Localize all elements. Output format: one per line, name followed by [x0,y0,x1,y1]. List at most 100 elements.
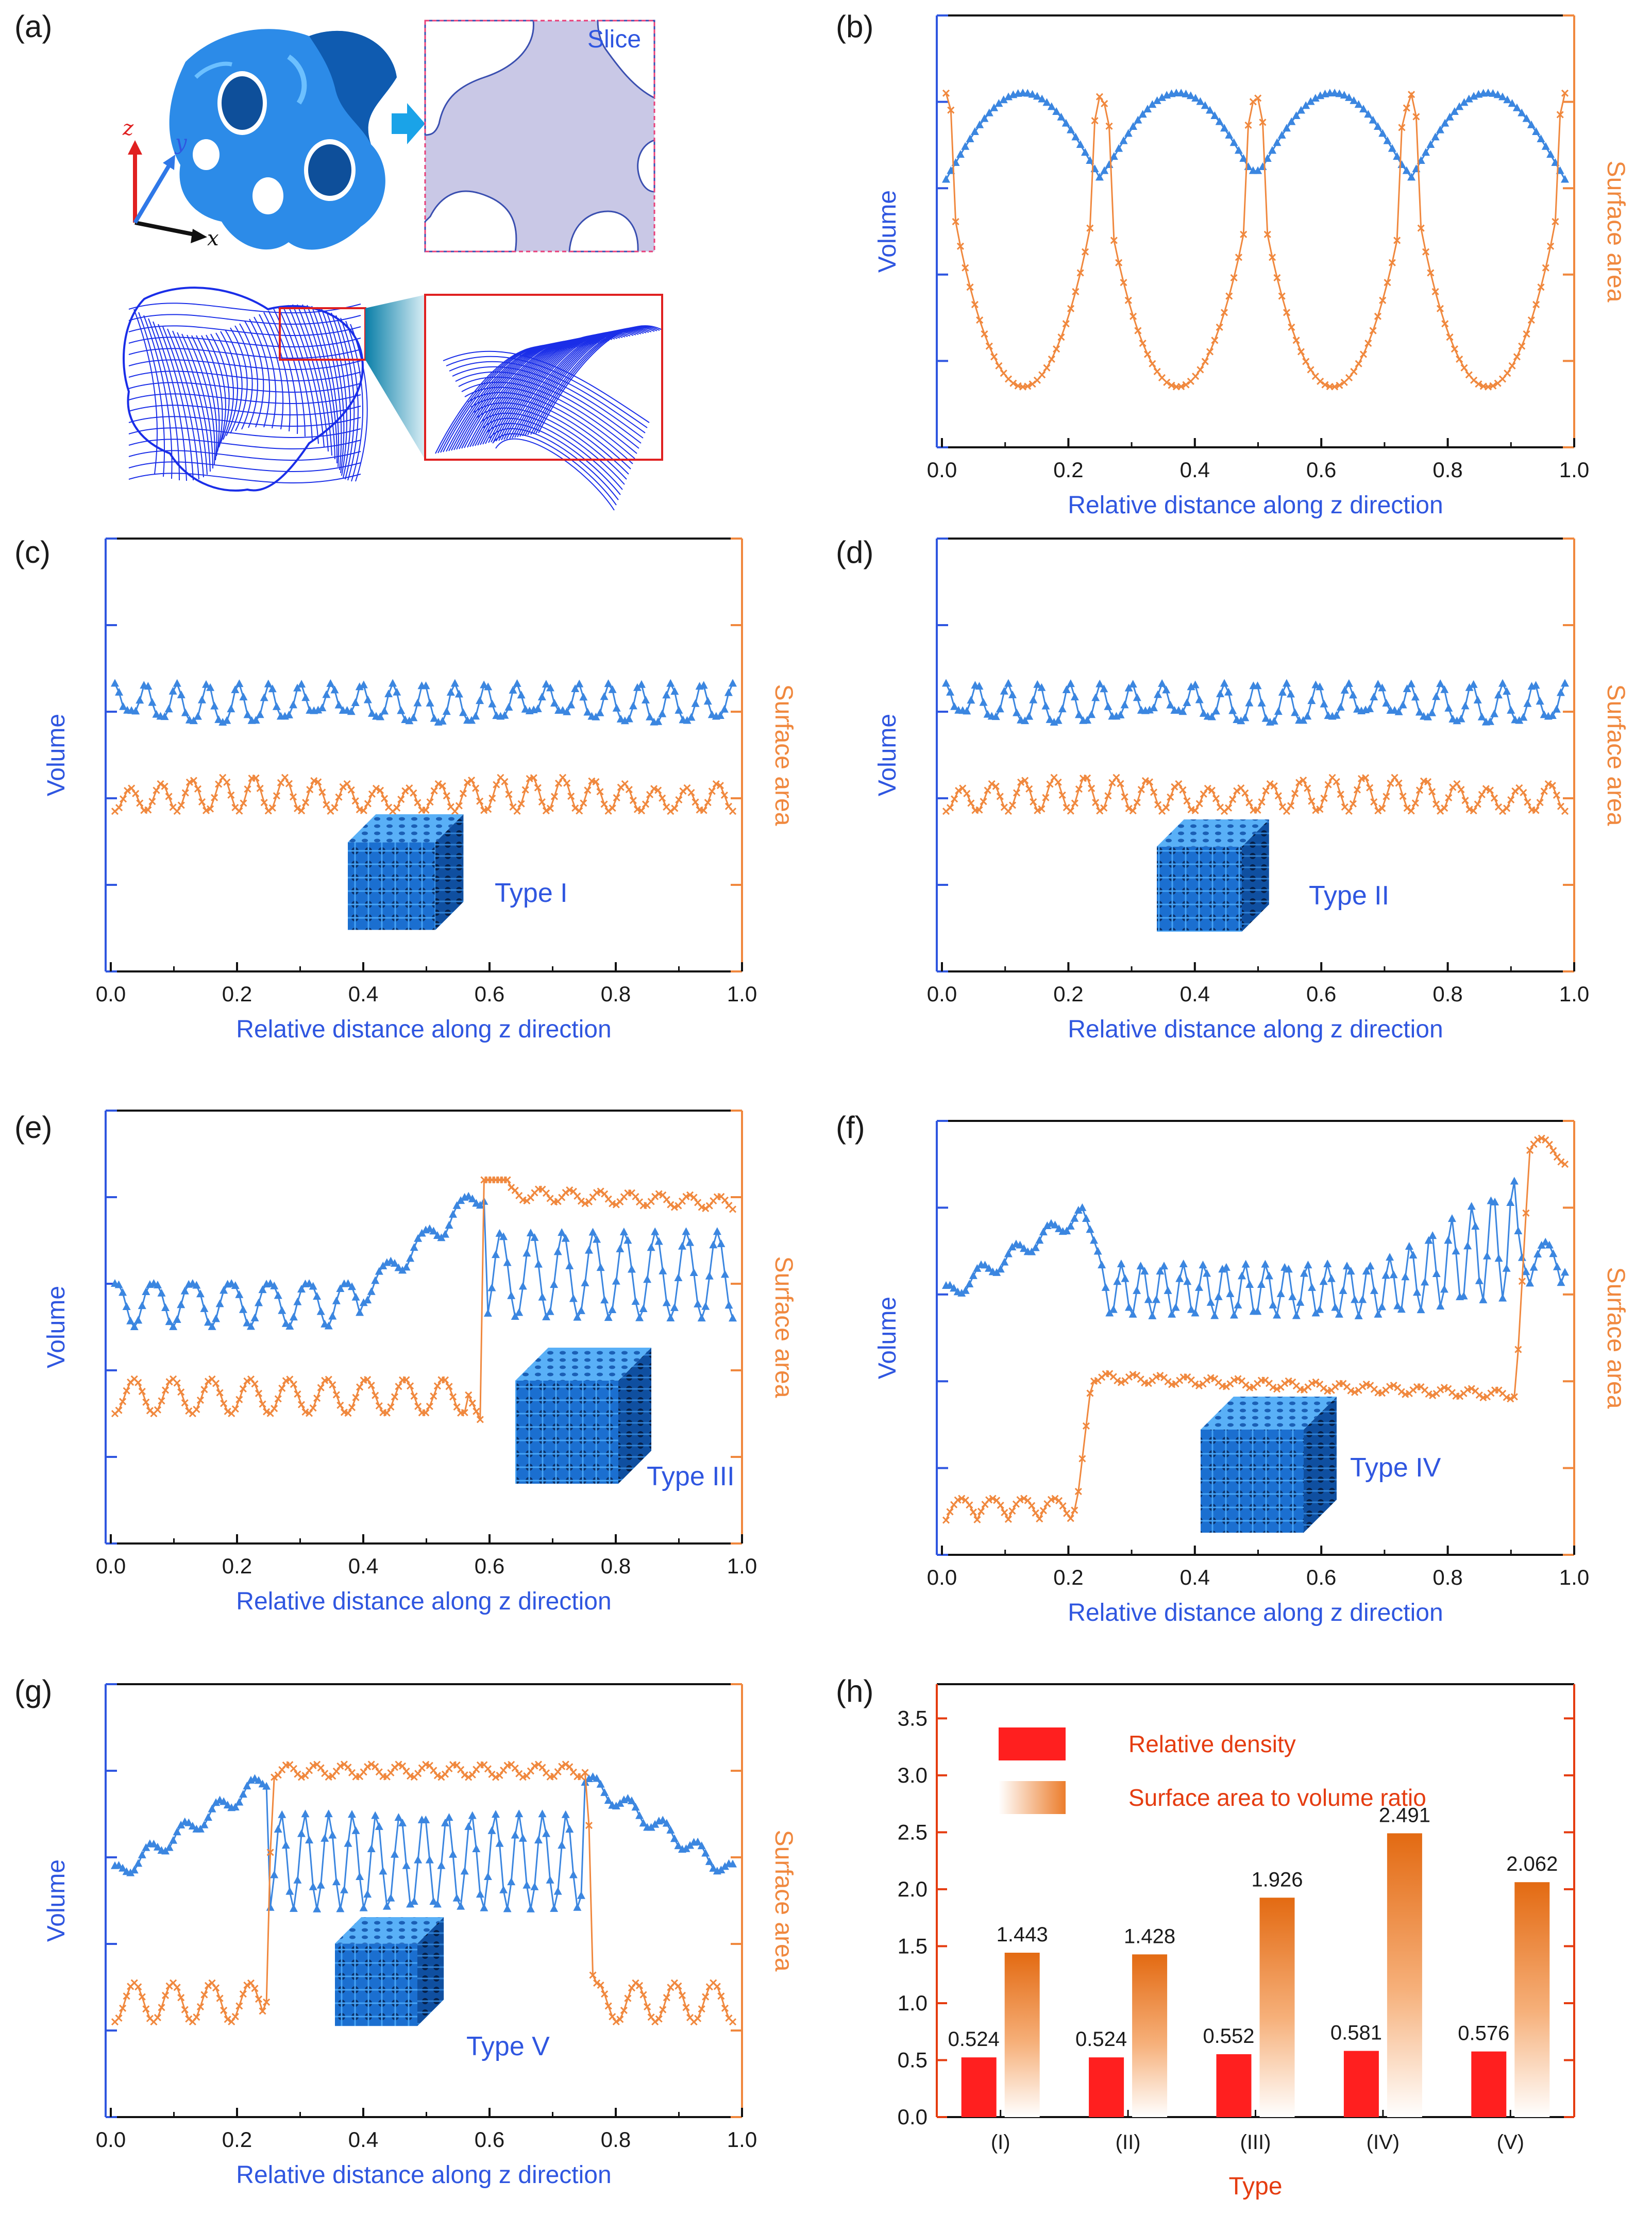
cube-top-face [515,1348,651,1381]
surface-area-point [1548,782,1556,790]
volume-point [1370,1286,1378,1294]
surface-area-point [430,787,438,795]
surface-volume-ratio-bar [1514,1882,1550,2117]
volume-point [1225,130,1234,139]
volume-point [666,679,675,687]
volume-point [1206,1298,1215,1306]
surface-area-point [1071,799,1078,807]
surface-area-point [567,792,575,800]
volume-point [950,702,959,710]
volume-point [1506,1198,1515,1206]
volume-point [379,1867,387,1875]
volume-point [468,1194,477,1202]
surface-area-point [325,1375,332,1383]
relative-density-bar [1343,2051,1379,2117]
surface-area-point [426,798,434,806]
volume-point [332,1877,341,1886]
volume-point [1159,1262,1168,1270]
volume-point [1054,716,1063,724]
volume-point [569,1294,578,1302]
volume-point [720,1862,729,1870]
volume-point [393,687,401,696]
volume-point [168,686,177,695]
relative-density-bar [961,2057,997,2117]
surface-area-point [380,795,389,802]
cube-top-face [335,1917,444,1944]
surface-area-point [1399,792,1407,800]
surface-area-point [1234,1375,1242,1383]
volume-point [1257,1280,1266,1288]
volume-point [1407,173,1416,181]
volume-point [1417,1305,1425,1314]
surface-area-point [115,804,123,812]
arrow-right-icon [392,103,425,144]
surface-area-point [1345,807,1353,815]
volume-point [1277,130,1286,139]
surface-area-point [243,1982,251,1989]
surface-area-point [290,1381,297,1388]
volume-point [1490,709,1498,717]
volume-point [1035,1236,1044,1244]
surface-area-point [433,1382,441,1390]
surface-area-point [301,1772,309,1780]
volume-point [499,1885,508,1893]
surface-area-point [231,1405,239,1413]
surface-area-point [453,1403,461,1411]
volume-point [1216,689,1224,697]
volume-point [546,1875,554,1884]
volume-point [208,1322,216,1330]
volume-point [633,683,642,691]
volume-point [596,708,604,716]
volume-point [430,714,439,722]
volume-point [1327,1274,1336,1282]
surface-area-point [958,1495,966,1502]
volume-point [180,1286,189,1295]
surface-area-point [1258,798,1266,806]
volume-point [1183,698,1191,707]
volume-point [1203,1269,1211,1277]
surface-area-point [1192,373,1200,380]
volume-point [1086,156,1094,164]
volume-point [581,1278,589,1286]
volume-point [703,697,712,705]
volume-point [1133,693,1141,701]
surface-area-point [682,2004,690,2011]
volume-point [142,1843,150,1851]
mesh-line [177,332,211,472]
volume-point [670,687,679,695]
x-tick-label: 0.2 [222,2127,252,2152]
volume-point [631,1297,640,1305]
volume-point [675,706,683,714]
volume-point [328,1312,337,1320]
volume-point [161,1303,170,1311]
volume-point [600,1788,609,1796]
volume-point [1507,706,1515,714]
cube-side-face [417,1917,444,2026]
surface-area-point [663,1994,670,2002]
zoom-mesh-line [530,327,655,435]
volume-point [546,683,554,692]
mesh-line [128,450,361,461]
volume-point [608,1305,617,1313]
volume-point [406,1900,415,1908]
surface-area-point [1150,788,1158,796]
surface-area-point [1510,1393,1518,1401]
volume-point [212,1798,221,1806]
surface-area-point [407,1382,414,1390]
surface-area-point [682,1193,690,1200]
volume-point [1148,1311,1157,1319]
volume-point [1461,701,1470,710]
surface-area-point [1353,786,1361,794]
volume-point [699,681,708,689]
surface-area-point [584,786,592,794]
volume-point [1239,154,1248,162]
surface-area-point [465,1773,473,1781]
volume-point [1222,1263,1230,1271]
volume-point [363,1296,372,1304]
surface-area-point [1167,793,1174,801]
volume-point [992,1268,1001,1276]
volume-point [1143,105,1152,113]
volume-point [662,1298,671,1306]
volume-point [452,1893,461,1902]
y-axis-title-surface-area: Surface area [1602,161,1629,303]
